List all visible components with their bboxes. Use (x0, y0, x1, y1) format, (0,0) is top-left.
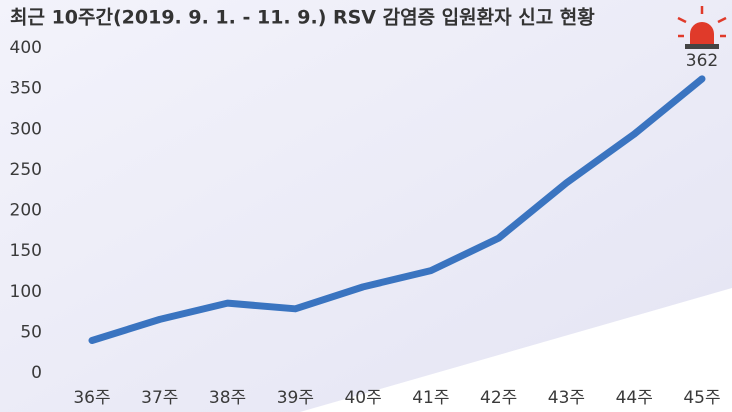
y-tick-label: 50 (20, 322, 42, 342)
data-label: 362 (686, 51, 718, 71)
y-tick-label: 100 (10, 282, 42, 302)
x-tick-label: 45주 (683, 388, 720, 408)
x-tick-label: 41주 (412, 388, 449, 408)
y-tick-label: 400 (10, 38, 42, 58)
chart-title: 최근 10주간(2019. 9. 1. - 11. 9.) RSV 감염증 입원… (10, 6, 595, 29)
y-tick-label: 200 (10, 201, 42, 221)
y-tick-label: 0 (31, 363, 42, 383)
y-tick-label: 250 (10, 160, 42, 180)
x-tick-label: 37주 (141, 388, 178, 408)
x-tick-label: 40주 (344, 388, 381, 408)
x-tick-label: 43주 (548, 388, 585, 408)
x-tick-label: 44주 (616, 388, 653, 408)
data-line (88, 75, 706, 344)
x-tick-label: 39주 (277, 388, 314, 408)
x-tick-label: 36주 (73, 388, 110, 408)
y-tick-label: 350 (10, 79, 42, 99)
background-shape (300, 288, 732, 412)
x-tick-label: 38주 (209, 388, 246, 408)
siren-icon (677, 6, 727, 49)
x-tick-label: 42주 (480, 388, 517, 408)
y-tick-label: 300 (10, 119, 42, 139)
y-tick-label: 150 (10, 241, 42, 261)
